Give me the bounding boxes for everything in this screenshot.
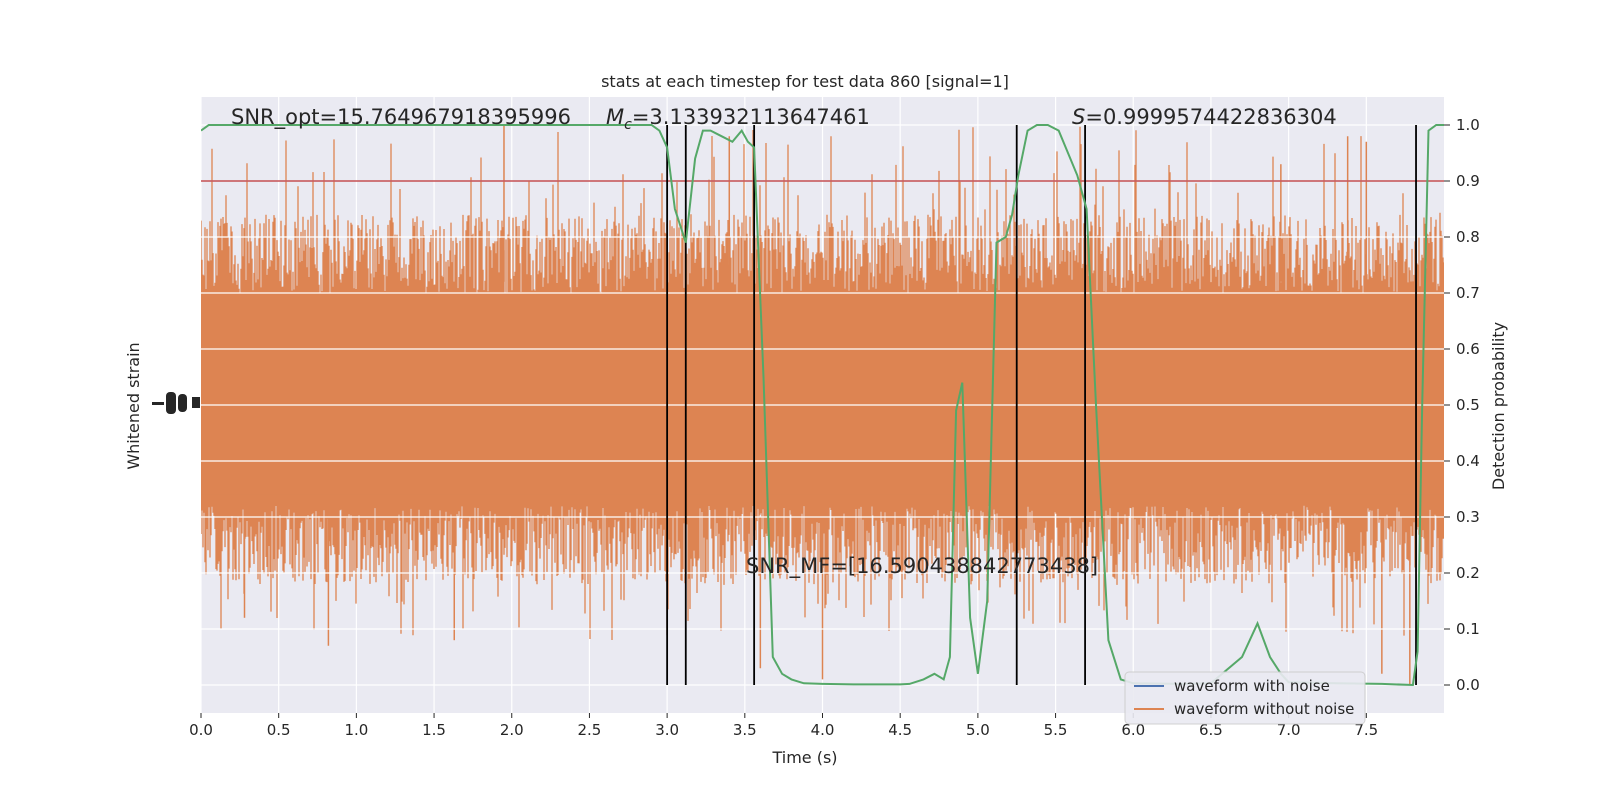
legend-label-noise: waveform with noise — [1174, 677, 1330, 695]
right-tick-label: 0.2 — [1456, 564, 1480, 582]
x-axis-label: Time (s) — [771, 748, 837, 767]
right-tick-label: 0.3 — [1456, 508, 1480, 526]
x-tick-label: 4.0 — [811, 721, 835, 739]
left-tick-blob — [152, 402, 164, 405]
x-tick-label: 6.5 — [1199, 721, 1223, 739]
x-tick-label: 3.0 — [655, 721, 679, 739]
right-tick-label: 0.5 — [1456, 396, 1480, 414]
left-tick-blob — [192, 397, 200, 408]
y-axis-label-left: Whitened strain — [124, 342, 143, 469]
chirp-mass-value: =3.133932113647461 — [632, 105, 870, 129]
right-tick-label: 0.7 — [1456, 284, 1480, 302]
probability-series-layer — [201, 124, 1444, 687]
right-tick-label: 0.1 — [1456, 620, 1480, 638]
x-tick-label: 5.5 — [1044, 721, 1068, 739]
chirp-mass-symbol: M — [606, 105, 624, 129]
x-tick-label: 0.5 — [267, 721, 291, 739]
annotation-snr-opt: SNR_opt=15.764967918395996 — [231, 105, 571, 130]
legend: waveform with noise waveform without noi… — [1124, 671, 1366, 725]
right-tick-label: 0.0 — [1456, 676, 1480, 694]
strain-waveform-core — [201, 304, 1444, 495]
annotation-chirp-mass: Mc=3.133932113647461 — [606, 105, 870, 133]
s-value: =0.9999574422836304 — [1085, 105, 1336, 129]
left-axis-collapsed-ticks — [152, 392, 200, 414]
vertical-markers — [666, 125, 1417, 685]
legend-box — [1124, 671, 1366, 725]
right-axis-ticks: 0.0 0.1 0.2 0.3 0.4 0.5 0.6 0.7 0.8 0.9 1.0 — [1444, 116, 1480, 694]
chart-title: stats at each timestep for test data 860… — [601, 72, 1009, 91]
x-tick-label: 2.5 — [578, 721, 602, 739]
right-tick-label: 1.0 — [1456, 116, 1480, 134]
left-tick-blob — [178, 394, 187, 412]
x-tick-label: 1.0 — [344, 721, 368, 739]
x-tick-label: 7.5 — [1354, 721, 1378, 739]
annotation-snr-mf: SNR_MF=[16.590438842773438] — [746, 554, 1098, 579]
x-tick-label: 6.0 — [1121, 721, 1145, 739]
y-axis-label-right: Detection probability — [1489, 322, 1508, 490]
chirp-mass-subscript: c — [624, 117, 632, 133]
x-tick-label: 7.0 — [1277, 721, 1301, 739]
right-tick-label: 0.9 — [1456, 172, 1480, 190]
right-tick-label: 0.6 — [1456, 340, 1480, 358]
right-tick-label: 0.8 — [1456, 228, 1480, 246]
strain-waveform-layer — [201, 125, 1444, 685]
x-axis-ticks: 0.0 0.5 1.0 1.5 2.0 2.5 3.0 3.5 4.0 4.5 5.0 5.5 6.0 6… — [189, 713, 1378, 739]
right-tick-label: 0.4 — [1456, 452, 1480, 470]
x-tick-label: 5.0 — [966, 721, 990, 739]
annotation-s: S=0.9999574422836304 — [1072, 105, 1337, 129]
x-tick-label: 4.5 — [888, 721, 912, 739]
x-tick-label: 1.5 — [422, 721, 446, 739]
x-tick-label: 0.0 — [189, 721, 213, 739]
detection-probability-line — [201, 124, 1444, 687]
s-symbol: S — [1072, 105, 1085, 129]
x-tick-label: 2.0 — [500, 721, 524, 739]
legend-label-clean: waveform without noise — [1174, 700, 1354, 718]
x-tick-label: 3.5 — [733, 721, 757, 739]
left-tick-blob — [166, 392, 176, 414]
